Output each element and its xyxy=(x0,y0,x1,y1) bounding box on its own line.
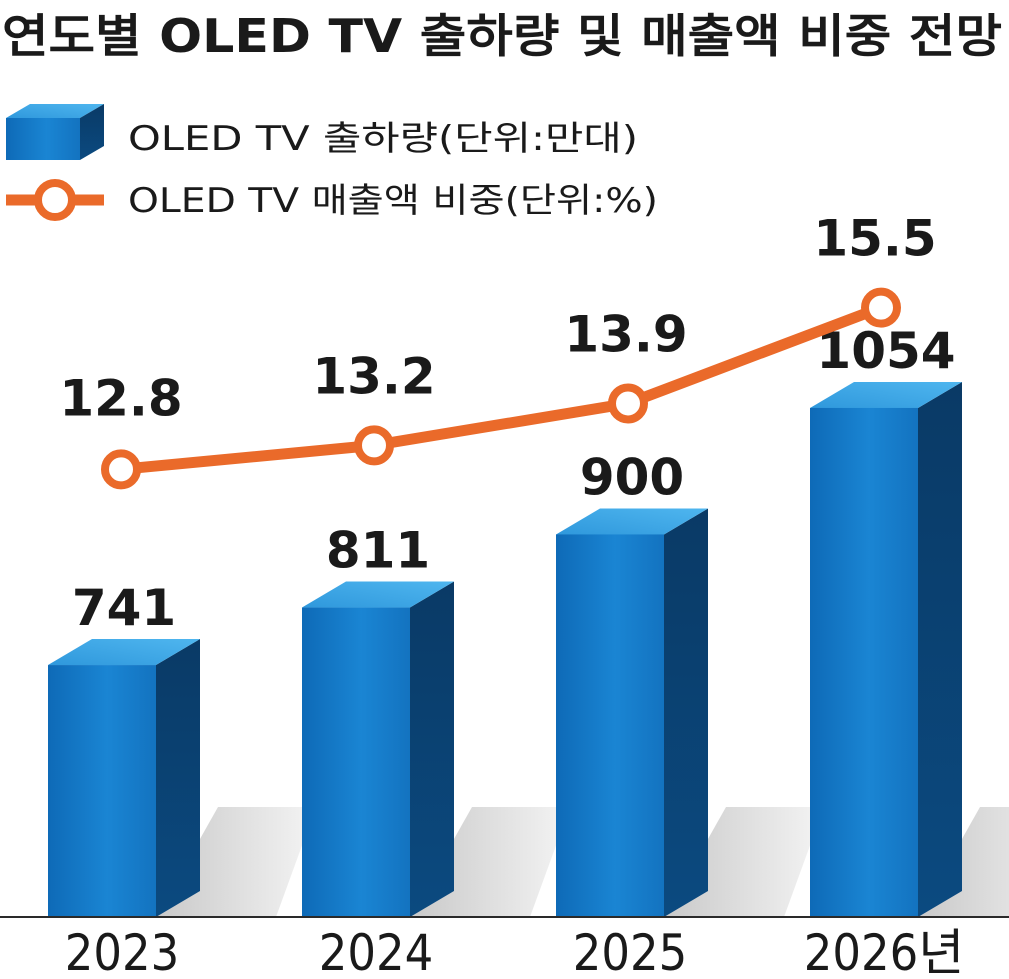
line-value-labels: 12.8 13.2 13.9 15.5 xyxy=(59,210,936,428)
x-axis-tick-label: 2023 xyxy=(65,924,179,979)
bar-side xyxy=(664,508,708,917)
bar-value-labels: 741 811 900 1054 xyxy=(72,322,956,637)
bar-front xyxy=(48,665,156,917)
line-value-label: 12.8 xyxy=(59,369,182,427)
bar-top xyxy=(556,508,708,535)
bar-side xyxy=(156,639,200,917)
legend-label-shipments: OLED TV 출하량(단위:만대) xyxy=(128,119,638,159)
bar-value-label: 811 xyxy=(326,522,430,580)
x-axis-tick-label: 2026년 xyxy=(804,924,964,979)
line-value-label: 15.5 xyxy=(813,210,936,268)
line-value-label: 13.9 xyxy=(564,305,687,363)
bar xyxy=(556,508,708,917)
x-axis-tick-label: 2024 xyxy=(319,924,433,979)
bar-value-label: 741 xyxy=(72,579,176,637)
bar-value-label: 1054 xyxy=(816,322,955,380)
bar xyxy=(48,639,200,917)
line-point xyxy=(101,449,141,490)
x-axis-tick-label: 2025 xyxy=(573,924,687,979)
line-value-label: 13.2 xyxy=(312,347,435,405)
bar-value-label: 900 xyxy=(580,448,684,506)
bar-side xyxy=(918,381,962,917)
legend-marker-swatch xyxy=(34,179,76,221)
legend-bar-swatch-top xyxy=(6,104,104,118)
legend-bar-swatch-side xyxy=(80,104,104,160)
bar-side xyxy=(410,581,454,917)
bar-series xyxy=(48,381,962,917)
bar-front xyxy=(556,534,664,917)
legend-label-revenue-share: OLED TV 매출액 비중(단위:%) xyxy=(128,181,658,221)
bar xyxy=(810,381,962,917)
bar xyxy=(302,581,454,917)
legend-item-revenue-share: OLED TV 매출액 비중(단위:%) xyxy=(6,179,658,221)
legend-item-shipments: OLED TV 출하량(단위:만대) xyxy=(6,104,638,160)
line-point xyxy=(354,425,394,466)
bar-top xyxy=(48,639,200,666)
bar-front xyxy=(302,607,410,917)
legend-bar-swatch-front xyxy=(6,118,80,160)
line-series-path xyxy=(120,302,883,475)
line-point xyxy=(608,383,648,424)
line-point xyxy=(861,287,901,328)
bar-top xyxy=(302,581,454,608)
x-axis-tick-labels: 2023 2024 2025 2026년 xyxy=(65,924,964,979)
bar-top xyxy=(810,381,962,408)
bar-front xyxy=(810,407,918,917)
chart-title: 연도별 OLED TV 출하량 및 매출액 비중 전망 xyxy=(2,9,1002,63)
line-series xyxy=(101,287,901,490)
